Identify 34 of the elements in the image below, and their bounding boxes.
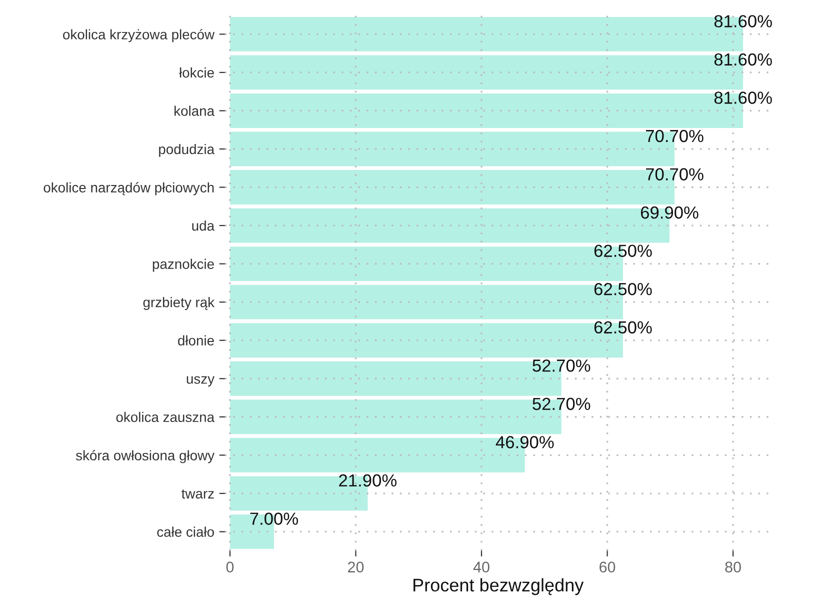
data-label: 46.90% [496, 436, 554, 448]
x-tick-label: 0 [226, 562, 234, 572]
data-label: 62.50% [594, 321, 652, 334]
y-tick-label: uszy [186, 376, 214, 387]
data-label: 70.70% [646, 130, 704, 142]
data-label: 21.90% [339, 474, 397, 487]
x-tick-label: 20 [348, 562, 364, 572]
x-axis-title: Procent bezwzględny [414, 578, 584, 596]
y-tick-label: paznokcie [152, 258, 214, 272]
data-label: 62.50% [594, 244, 652, 257]
data-label: 7.00% [250, 512, 298, 525]
x-tick-label: 80 [725, 562, 741, 572]
data-label: 81.60% [714, 15, 772, 28]
y-tick-label: grzbiety rąk [143, 297, 215, 310]
data-label: 70.70% [646, 168, 704, 180]
y-tick-label: podudzia [159, 144, 215, 157]
data-label: 81.60% [714, 92, 772, 104]
data-label: 81.60% [714, 53, 772, 66]
y-tick-label: okolica zauszna [116, 412, 215, 422]
y-tick-label: uda [192, 220, 215, 231]
y-tick-label: okolice narządów płciowych [44, 182, 214, 196]
y-tick-label: łokcie [179, 67, 214, 78]
y-tick-label: twarz [182, 489, 214, 499]
y-tick-label: skóra owłosiona głowy [76, 450, 215, 464]
y-tick-label: kolana [174, 106, 215, 116]
y-tick-label: dłonie [178, 335, 214, 346]
y-tick-label: całe ciało [157, 526, 214, 537]
data-label: 52.70% [532, 360, 590, 372]
x-tick-label: 40 [473, 562, 490, 572]
data-label: 52.70% [532, 398, 590, 410]
data-label: 62.50% [594, 282, 652, 296]
x-tick-label: 60 [600, 562, 616, 572]
data-label: 69.90% [640, 206, 698, 219]
y-tick-label: okolica krzyżowa pleców [63, 29, 215, 42]
